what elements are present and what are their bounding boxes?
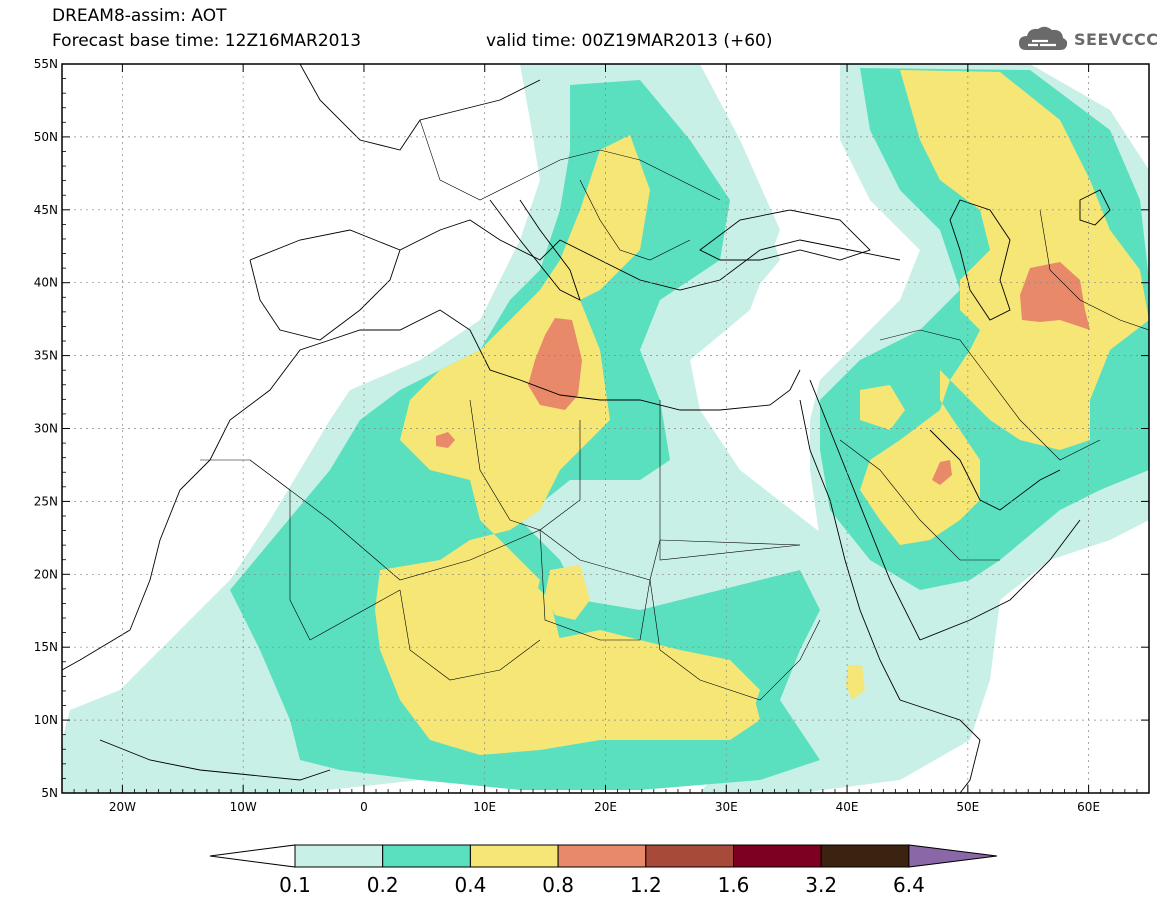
lat-label: 15N <box>34 640 58 654</box>
coastlines <box>62 64 1111 793</box>
grid-lines <box>62 64 1149 793</box>
coast-persian-gulf <box>929 429 1061 511</box>
coast-africa-north <box>209 309 801 461</box>
coast-aral <box>1079 189 1111 226</box>
aot-band-0.4-iraq <box>860 385 905 430</box>
border-nigeria <box>399 589 541 681</box>
colorbar-labels: 0.1 0.2 0.4 0.8 1.2 1.6 3.2 6.4 <box>279 873 925 897</box>
axis-ticks <box>62 63 1149 794</box>
lon-label: 30E <box>715 800 738 814</box>
border-sudan <box>649 579 821 701</box>
coast-red-sea-west <box>799 399 901 701</box>
colorbar-under-arrow <box>209 844 296 868</box>
border-saudi <box>839 439 1000 561</box>
coast-caspian <box>949 199 1011 321</box>
colorbar <box>209 844 997 868</box>
aot-band-0.4-eritrea <box>846 665 865 700</box>
border-iran <box>879 329 1101 461</box>
border-balkans <box>579 179 691 261</box>
colorbar-segment <box>469 844 559 868</box>
lon-label: 40E <box>836 800 859 814</box>
colorbar-over-arrow <box>908 844 997 868</box>
coast-iberia <box>249 249 401 341</box>
coast-gulf-guinea <box>99 739 331 781</box>
lat-label: 35N <box>34 349 58 363</box>
lat-label: 55N <box>34 57 58 71</box>
colorbar-segment <box>820 844 910 868</box>
forecast-base-time: Forecast base time: 12Z16MAR2013 <box>52 31 362 51</box>
lon-label: 10E <box>473 800 496 814</box>
colorbar-label: 0.1 <box>279 873 311 897</box>
lon-label: 20E <box>594 800 617 814</box>
lat-label: 5N <box>41 786 58 800</box>
border-central-asia <box>1039 209 1149 331</box>
valid-time: valid time: 00Z19MAR2013 (+60) <box>486 31 773 51</box>
lat-label: 40N <box>34 276 58 290</box>
colorbar-label: 6.4 <box>893 873 925 897</box>
lat-label: 10N <box>34 713 58 727</box>
colorbar-segment <box>382 844 471 868</box>
colorbar-label: 0.2 <box>367 873 399 897</box>
coast-africa-west <box>62 459 211 671</box>
latitude-axis: 5N 10N 15N 20N 25N 30N 35N 40N 45N 50N 55N <box>34 57 58 800</box>
colorbar-segment <box>645 844 734 868</box>
aot-band-0.4-east <box>860 70 1149 545</box>
border-libya <box>469 399 581 531</box>
lat-label: 30N <box>34 422 58 436</box>
coast-europe-north <box>299 64 541 151</box>
logo-text: SEEVCCC <box>1074 29 1159 49</box>
aot-field-layers <box>62 64 1149 793</box>
aot-band-0.4-blob <box>545 565 590 620</box>
coast-black-sea <box>699 209 871 261</box>
cloud-icon <box>1019 26 1068 50</box>
country-borders <box>200 119 1149 701</box>
colorbar-segment <box>733 844 822 868</box>
lat-label: 20N <box>34 567 58 581</box>
aot-band-0.8-arabia <box>932 460 952 485</box>
border-europe <box>419 119 721 201</box>
seevccc-logo: SEEVCCC <box>1018 24 1159 54</box>
colorbar-label: 1.6 <box>718 873 750 897</box>
colorbar-label: 0.4 <box>454 873 486 897</box>
aot-band-0.8-libya <box>528 318 582 410</box>
border-egypt <box>659 400 801 561</box>
coast-east-africa <box>899 699 981 793</box>
coast-europe-south <box>249 219 901 291</box>
aot-band-0.8-caspian <box>1020 262 1090 330</box>
border-chad <box>539 529 651 641</box>
lon-label: 20W <box>109 800 136 814</box>
colorbar-label: 1.2 <box>630 873 662 897</box>
aot-band-0.4-south <box>375 560 760 755</box>
map-title: DREAM8-assim: AOT <box>52 6 227 26</box>
coast-arabia-south <box>919 519 1081 641</box>
lon-label: 10W <box>230 800 257 814</box>
lat-label: 50N <box>34 130 58 144</box>
lon-label: 0 <box>360 800 368 814</box>
colorbar-label: 0.8 <box>542 873 574 897</box>
longitude-axis: 20W 10W 0 10E 20E 30E 40E 50E 60E <box>109 800 1100 814</box>
lat-label: 45N <box>34 203 58 217</box>
colorbar-segment <box>294 844 384 868</box>
colorbar-label: 3.2 <box>805 873 837 897</box>
border-mali <box>249 459 401 641</box>
aot-band-0.8-algeria <box>436 432 455 448</box>
lon-label: 60E <box>1077 800 1100 814</box>
coast-italy <box>489 199 581 301</box>
lat-label: 25N <box>34 494 58 508</box>
colorbar-segment <box>557 844 647 868</box>
lon-label: 50E <box>956 800 979 814</box>
coast-red-sea-east <box>809 379 921 641</box>
